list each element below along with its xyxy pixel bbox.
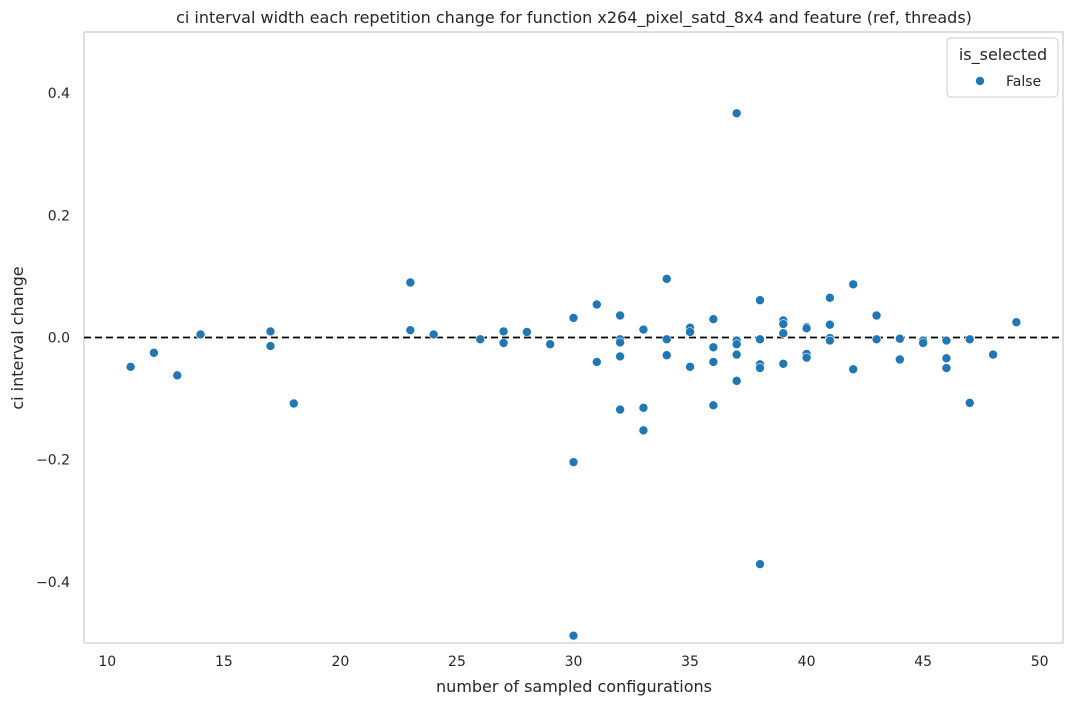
data-point bbox=[988, 349, 998, 360]
data-point bbox=[731, 339, 742, 350]
data-point bbox=[125, 362, 136, 372]
data-point bbox=[731, 349, 742, 360]
chart-title: ci interval width each repetition change… bbox=[176, 8, 972, 28]
data-point bbox=[592, 357, 602, 367]
x-tick-label: 45 bbox=[914, 654, 932, 670]
data-point bbox=[918, 338, 928, 348]
data-point bbox=[731, 376, 742, 386]
data-point bbox=[638, 402, 649, 413]
data-point bbox=[685, 362, 695, 372]
data-point bbox=[265, 341, 276, 351]
data-point bbox=[825, 292, 835, 303]
data-point bbox=[871, 334, 882, 345]
data-point bbox=[615, 337, 625, 348]
data-point bbox=[871, 310, 882, 321]
data-point bbox=[522, 327, 532, 337]
data-point bbox=[895, 354, 905, 365]
data-point bbox=[661, 350, 672, 361]
data-point bbox=[708, 357, 719, 367]
legend-label-false: False bbox=[1006, 74, 1041, 90]
data-point bbox=[568, 313, 579, 323]
data-point bbox=[778, 319, 789, 329]
data-point bbox=[265, 326, 276, 337]
data-point bbox=[638, 324, 649, 335]
data-point bbox=[778, 328, 789, 339]
data-point bbox=[778, 358, 789, 369]
y-tick-label: 0.2 bbox=[48, 208, 70, 224]
data-point bbox=[545, 339, 555, 350]
data-point bbox=[661, 274, 672, 284]
data-point bbox=[149, 347, 159, 358]
data-point bbox=[964, 398, 975, 408]
data-point bbox=[475, 334, 486, 345]
x-axis-ticks: 10 15 20 25 30 35 40 45 50 bbox=[98, 654, 1048, 670]
data-point bbox=[755, 363, 765, 373]
data-point bbox=[755, 295, 765, 306]
data-point bbox=[801, 352, 812, 363]
x-tick-label: 30 bbox=[565, 654, 583, 670]
y-tick-label: −0.4 bbox=[36, 575, 70, 591]
data-point bbox=[615, 351, 625, 362]
data-point bbox=[848, 279, 859, 290]
y-tick-label: 0.0 bbox=[48, 331, 70, 347]
legend: is_selected False bbox=[946, 37, 1059, 98]
data-point bbox=[941, 363, 952, 373]
data-point bbox=[825, 335, 835, 346]
data-point bbox=[755, 559, 765, 569]
data-point bbox=[405, 277, 416, 288]
data-point bbox=[172, 370, 183, 381]
data-point bbox=[638, 425, 649, 436]
data-point bbox=[755, 334, 765, 345]
data-point bbox=[708, 342, 719, 353]
legend-marker-false bbox=[975, 76, 985, 86]
data-point bbox=[498, 338, 509, 348]
x-tick-label: 10 bbox=[98, 654, 116, 670]
y-tick-label: −0.2 bbox=[36, 453, 70, 469]
x-tick-label: 50 bbox=[1031, 654, 1049, 670]
data-point bbox=[685, 327, 695, 337]
y-axis-ticks: −0.4 −0.2 0.0 0.2 0.4 bbox=[36, 86, 70, 591]
y-axis-label: ci interval change bbox=[8, 266, 27, 409]
x-tick-label: 25 bbox=[448, 654, 466, 670]
data-point bbox=[941, 335, 952, 346]
x-tick-label: 40 bbox=[798, 654, 816, 670]
data-point bbox=[801, 323, 812, 334]
data-point bbox=[895, 333, 905, 344]
data-point bbox=[941, 353, 952, 364]
x-axis-label: number of sampled configurations bbox=[436, 677, 712, 696]
legend-box bbox=[946, 37, 1059, 98]
x-tick-label: 20 bbox=[331, 654, 349, 670]
data-point bbox=[428, 329, 439, 340]
data-point bbox=[615, 310, 625, 321]
data-point bbox=[288, 398, 299, 409]
data-point bbox=[615, 404, 625, 415]
data-points bbox=[125, 108, 1022, 641]
data-point bbox=[195, 329, 206, 340]
data-point bbox=[708, 314, 719, 324]
data-point bbox=[592, 299, 602, 310]
data-point bbox=[405, 325, 416, 335]
data-point bbox=[498, 326, 509, 337]
data-point bbox=[848, 364, 859, 375]
data-point bbox=[568, 630, 579, 641]
legend-title: is_selected bbox=[959, 45, 1047, 65]
y-tick-label: 0.4 bbox=[48, 86, 70, 102]
data-point bbox=[1011, 317, 1022, 328]
x-tick-label: 15 bbox=[215, 654, 233, 670]
data-point bbox=[731, 108, 742, 119]
data-point bbox=[964, 334, 975, 345]
data-point bbox=[708, 400, 719, 411]
data-point bbox=[568, 457, 579, 467]
data-point bbox=[825, 319, 835, 330]
x-tick-label: 35 bbox=[681, 654, 699, 670]
data-point bbox=[661, 334, 672, 345]
